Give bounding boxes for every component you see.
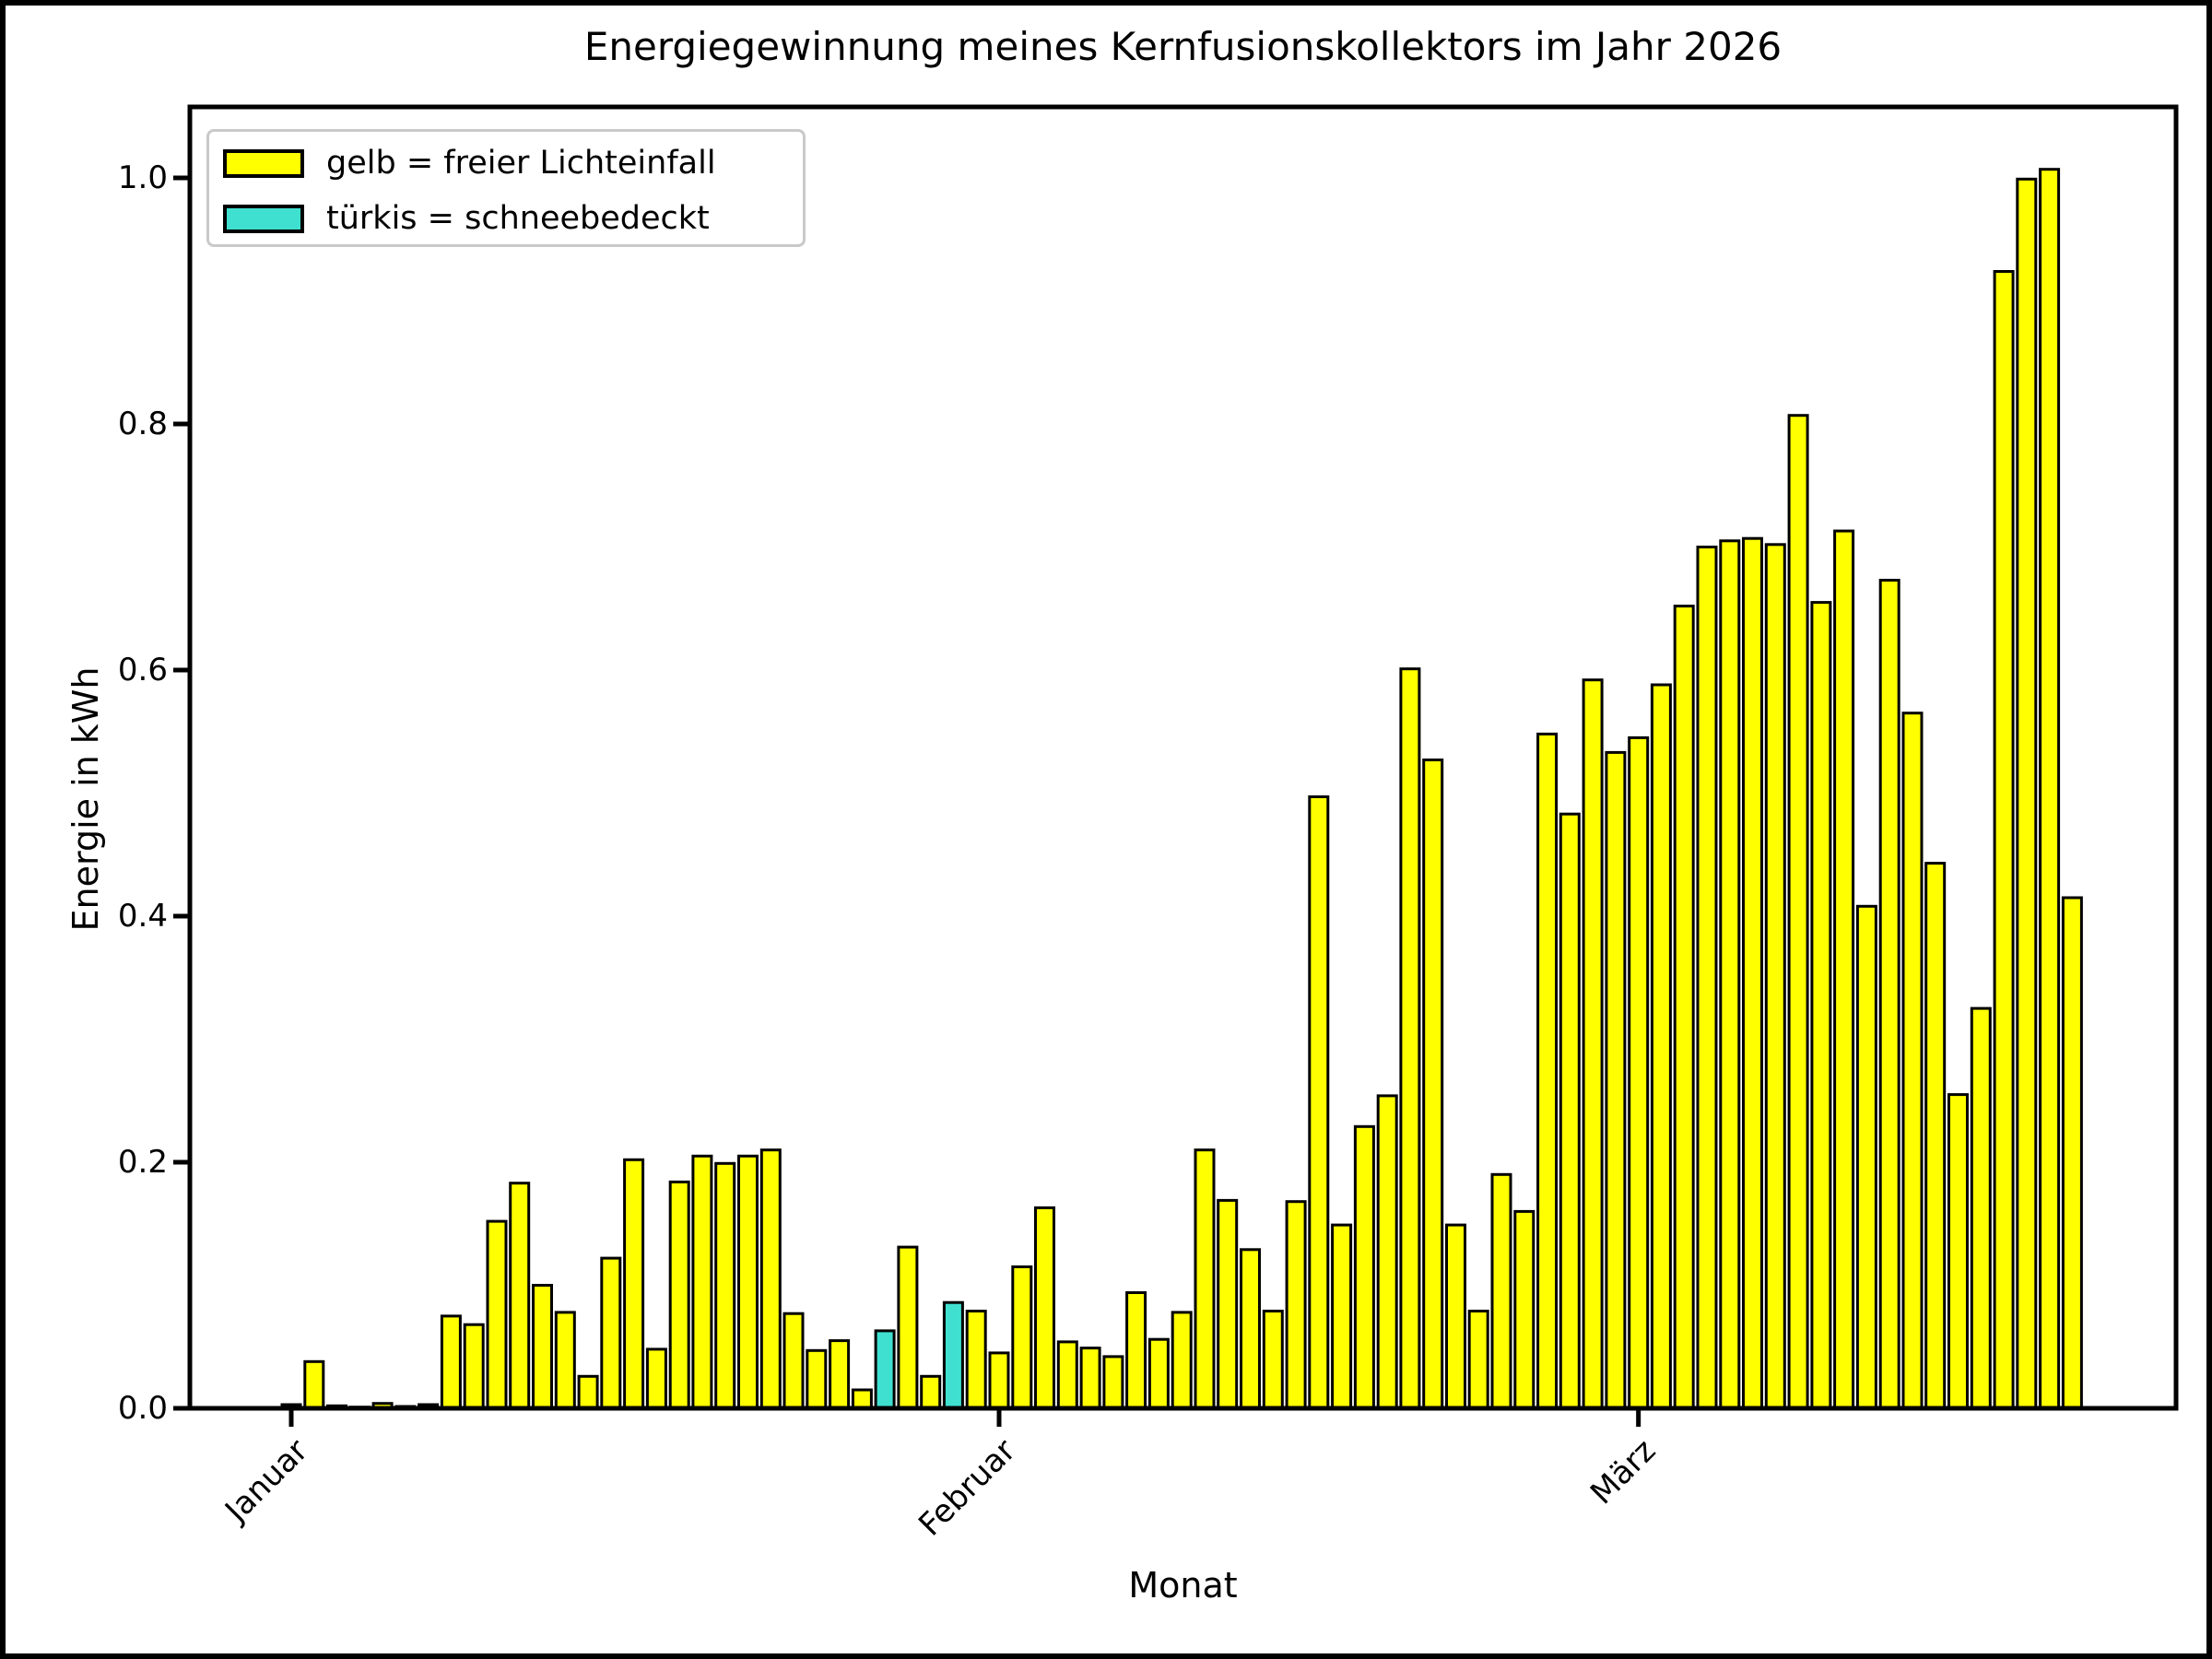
bar-day-59 <box>1605 750 1627 1410</box>
bar-day-73 <box>1924 862 1947 1410</box>
legend-swatch-turquoise <box>223 204 304 233</box>
bar-day-2 <box>303 1359 325 1410</box>
bar-day-55 <box>1513 1209 1535 1410</box>
y-axis-label: Energie in kWh <box>65 666 106 932</box>
bar-day-40 <box>1171 1311 1193 1410</box>
bar-day-10 <box>486 1219 508 1410</box>
bar-day-49 <box>1376 1094 1398 1410</box>
bar-snow-day-27 <box>874 1329 896 1410</box>
bar-day-50 <box>1399 667 1421 1410</box>
bar-day-20 <box>714 1161 736 1410</box>
bar-day-41 <box>1194 1148 1216 1410</box>
bar-day-11 <box>509 1182 531 1410</box>
bar-day-53 <box>1467 1310 1489 1410</box>
bar-day-75 <box>1970 1006 1992 1410</box>
bar-day-48 <box>1353 1124 1375 1410</box>
bar-day-31 <box>965 1310 987 1410</box>
bar-day-66 <box>1764 543 1786 1410</box>
bar-day-12 <box>532 1284 553 1410</box>
bar-day-52 <box>1445 1223 1466 1410</box>
bar-day-16 <box>623 1158 645 1410</box>
bar-day-34 <box>1034 1206 1055 1410</box>
bar-day-44 <box>1262 1310 1284 1410</box>
bar-day-72 <box>1901 712 1924 1410</box>
plot-area <box>173 104 2179 1427</box>
bar-day-63 <box>1696 546 1718 1410</box>
bar-day-65 <box>1742 536 1763 1410</box>
legend: gelb = freier Lichteinfall türkis = schn… <box>206 129 806 247</box>
bar-day-32 <box>988 1351 1010 1410</box>
bar-day-26 <box>851 1388 873 1410</box>
bar-day-64 <box>1719 539 1741 1410</box>
legend-swatch-yellow <box>223 148 304 178</box>
bar-day-62 <box>1673 605 1695 1410</box>
bar-day-77 <box>2016 177 2038 1410</box>
bar-day-15 <box>600 1256 622 1410</box>
bar-snow-day-30 <box>942 1300 964 1410</box>
legend-label: türkis = schneebedeckt <box>326 200 710 237</box>
chart-title: Energiegewinnung meines Kernfusionskolle… <box>583 24 1783 69</box>
bar-day-60 <box>1628 735 1650 1410</box>
y-tick-label: 0.6 <box>117 652 168 688</box>
x-axis-label: Monat <box>1128 1565 1238 1606</box>
legend-label: gelb = freier Lichteinfall <box>326 145 716 182</box>
bar-day-56 <box>1536 732 1559 1410</box>
bar-day-35 <box>1056 1340 1078 1410</box>
y-tick-label: 0.4 <box>117 898 168 935</box>
bar-day-33 <box>1011 1265 1033 1410</box>
legend-item: gelb = freier Lichteinfall <box>223 141 716 185</box>
bar-day-14 <box>577 1374 599 1410</box>
y-tick-label: 0.0 <box>117 1390 168 1427</box>
bar-day-9 <box>463 1323 485 1410</box>
legend-item: türkis = schneebedeckt <box>223 196 710 241</box>
bar-day-37 <box>1102 1355 1124 1410</box>
bar-day-70 <box>1855 904 1877 1410</box>
bar-day-46 <box>1308 795 1330 1410</box>
bar-day-8 <box>440 1314 462 1410</box>
bar-day-19 <box>691 1154 713 1410</box>
bar-day-47 <box>1331 1223 1353 1410</box>
bar-day-51 <box>1422 759 1444 1410</box>
bar-day-74 <box>1947 1093 1969 1410</box>
bar-day-17 <box>645 1347 667 1410</box>
bar-day-21 <box>737 1154 759 1410</box>
bar-day-25 <box>829 1339 851 1410</box>
bar-day-57 <box>1559 812 1581 1410</box>
bar-day-36 <box>1079 1347 1101 1410</box>
y-tick-label: 0.2 <box>117 1144 168 1181</box>
bar-day-67 <box>1787 414 1809 1410</box>
bar-day-69 <box>1833 529 1855 1410</box>
bar-day-79 <box>2061 896 2083 1410</box>
bar-day-22 <box>759 1148 782 1410</box>
bar-day-54 <box>1490 1172 1512 1410</box>
bar-day-13 <box>554 1311 576 1410</box>
bar-day-29 <box>920 1374 942 1410</box>
bar-day-68 <box>1810 601 1832 1410</box>
bar-day-43 <box>1240 1248 1261 1410</box>
bar-day-76 <box>1993 270 2015 1410</box>
bar-day-42 <box>1217 1198 1239 1410</box>
bar-day-39 <box>1147 1337 1170 1410</box>
y-tick-label: 1.0 <box>117 159 168 196</box>
bar-day-58 <box>1582 678 1604 1410</box>
bar-day-78 <box>2039 168 2061 1410</box>
bar-day-23 <box>782 1312 805 1410</box>
bar-day-28 <box>897 1245 919 1410</box>
bar-day-18 <box>668 1180 690 1410</box>
bar-day-61 <box>1650 683 1672 1410</box>
bar-day-71 <box>1878 579 1900 1410</box>
bar-day-38 <box>1125 1291 1147 1410</box>
bar-day-45 <box>1285 1200 1307 1410</box>
bar-day-24 <box>806 1348 828 1410</box>
y-tick-label: 0.8 <box>117 406 168 442</box>
